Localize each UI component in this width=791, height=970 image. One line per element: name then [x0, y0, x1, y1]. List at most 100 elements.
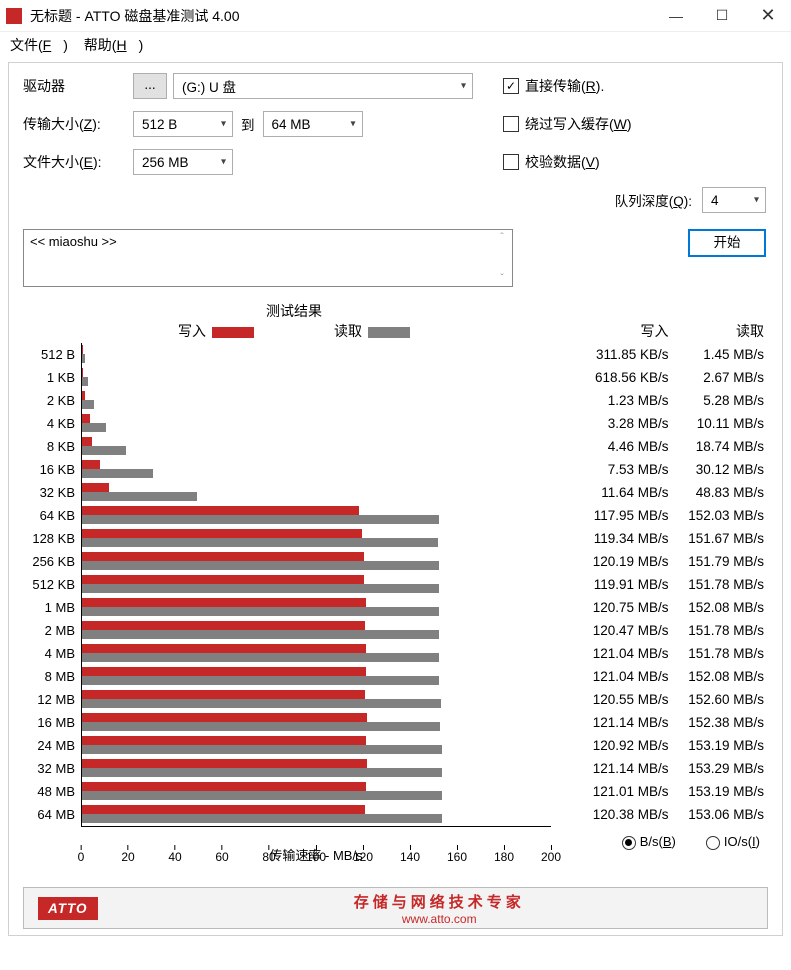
chart-y-label: 64 KB — [23, 504, 75, 527]
chart-bar-row — [82, 688, 551, 711]
x-tick: 140 — [400, 845, 420, 864]
window-title: 无标题 - ATTO 磁盘基准测试 4.00 — [30, 6, 653, 26]
x-tick: 100 — [306, 845, 326, 864]
write-value: 120.75 MB/s — [573, 596, 669, 619]
col-read-header: 读取 — [669, 321, 765, 341]
to-label: 到 — [241, 114, 255, 134]
write-value: 121.14 MB/s — [573, 711, 669, 734]
results-title: 测试结果 — [23, 301, 565, 321]
chart-bar-row — [82, 780, 551, 803]
description-textarea[interactable]: << miaoshu >> ˆ ˇ — [23, 229, 513, 287]
chart-y-label: 16 KB — [23, 458, 75, 481]
maximize-button[interactable]: ☐ — [699, 0, 745, 32]
write-bar — [82, 782, 366, 791]
x-tick: 60 — [215, 845, 228, 864]
value-row: 1.23 MB/s5.28 MB/s — [573, 389, 768, 412]
write-value: 121.14 MB/s — [573, 757, 669, 780]
size-from-combo[interactable]: 512 B ▾ — [133, 111, 233, 137]
drive-label: 驱动器 — [23, 76, 133, 96]
queue-depth-label: 队列深度(Q): — [615, 190, 692, 210]
start-button[interactable]: 开始 — [688, 229, 766, 257]
close-button[interactable]: ✕ — [745, 0, 791, 32]
chart-bar-row — [82, 366, 551, 389]
write-bar — [82, 552, 364, 561]
menu-help[interactable]: 帮助(H) — [84, 37, 143, 53]
read-bar — [82, 630, 439, 639]
write-value: 121.01 MB/s — [573, 780, 669, 803]
write-value: 11.64 MB/s — [573, 481, 669, 504]
value-row: 120.47 MB/s151.78 MB/s — [573, 619, 768, 642]
read-bar — [82, 400, 94, 409]
write-bar — [82, 736, 366, 745]
value-row: 119.91 MB/s151.78 MB/s — [573, 573, 768, 596]
content-panel: 驱动器 ... (G:) U 盘 ▾ ✓ 直接传输(R). 传输大小(Z): 5… — [8, 62, 783, 936]
chart-y-label: 24 MB — [23, 734, 75, 757]
chart-bar-row — [82, 412, 551, 435]
file-size-combo[interactable]: 256 MB ▾ — [133, 149, 233, 175]
chart-bar-row — [82, 343, 551, 366]
unit-bs-radio[interactable]: B/s(B) — [622, 834, 676, 850]
write-bar — [82, 667, 366, 676]
value-row: 120.75 MB/s152.08 MB/s — [573, 596, 768, 619]
write-value: 311.85 KB/s — [573, 343, 669, 366]
chart-bar-row — [82, 550, 551, 573]
unit-ios-radio[interactable]: IO/s(I) — [706, 834, 760, 850]
value-row: 120.92 MB/s153.19 MB/s — [573, 734, 768, 757]
write-value: 121.04 MB/s — [573, 665, 669, 688]
chart-y-label: 4 MB — [23, 642, 75, 665]
value-row: 11.64 MB/s48.83 MB/s — [573, 481, 768, 504]
menu-file[interactable]: 文件(F) — [10, 37, 68, 53]
chevron-down-icon[interactable]: ˇ — [494, 273, 510, 284]
chevron-down-icon: ▾ — [754, 195, 759, 206]
chevron-down-icon: ▾ — [221, 157, 226, 168]
chevron-down-icon: ▾ — [350, 119, 355, 130]
bypass-cache-checkbox[interactable] — [503, 116, 519, 132]
write-value: 7.53 MB/s — [573, 458, 669, 481]
chart-bar-row — [82, 435, 551, 458]
chart-plot — [81, 343, 551, 827]
read-value: 153.29 MB/s — [669, 757, 765, 780]
verify-checkbox[interactable] — [503, 154, 519, 170]
value-row: 120.19 MB/s151.79 MB/s — [573, 550, 768, 573]
read-bar — [82, 538, 438, 547]
drive-combo[interactable]: (G:) U 盘 ▾ — [173, 73, 473, 99]
write-bar — [82, 575, 364, 584]
footer-banner: ATTO 存储与网络技术专家 www.atto.com — [23, 887, 768, 929]
value-row: 121.14 MB/s153.29 MB/s — [573, 757, 768, 780]
chart-bar-row — [82, 504, 551, 527]
value-row: 121.04 MB/s151.78 MB/s — [573, 642, 768, 665]
read-bar — [82, 377, 88, 386]
chevron-up-icon[interactable]: ˆ — [494, 232, 510, 243]
direct-io-checkbox[interactable]: ✓ — [503, 78, 519, 94]
chart-y-label: 16 MB — [23, 711, 75, 734]
read-bar — [82, 561, 439, 570]
read-bar — [82, 768, 442, 777]
write-value: 121.04 MB/s — [573, 642, 669, 665]
read-bar — [82, 469, 153, 478]
minimize-button[interactable]: — — [653, 0, 699, 32]
write-bar — [82, 805, 365, 814]
scroll-icons: ˆ ˇ — [494, 232, 510, 284]
read-bar — [82, 745, 442, 754]
size-to-combo[interactable]: 64 MB ▾ — [263, 111, 363, 137]
queue-depth-combo[interactable]: 4 ▾ — [702, 187, 766, 213]
write-bar — [82, 483, 109, 492]
read-value: 152.08 MB/s — [669, 665, 765, 688]
chart-bar-row — [82, 619, 551, 642]
verify-label: 校验数据(V) — [525, 152, 600, 172]
start-button-label: 开始 — [714, 235, 741, 250]
chevron-down-icon: ▾ — [221, 119, 226, 130]
size-to-value: 64 MB — [272, 117, 311, 132]
chart-y-label: 256 KB — [23, 550, 75, 573]
chart-bar-row — [82, 757, 551, 780]
drive-browse-button[interactable]: ... — [133, 73, 167, 99]
legend-read-swatch — [368, 327, 410, 338]
read-value: 5.28 MB/s — [669, 389, 765, 412]
write-value: 117.95 MB/s — [573, 504, 669, 527]
titlebar: 无标题 - ATTO 磁盘基准测试 4.00 — ☐ ✕ — [0, 0, 791, 32]
chart-bar-row — [82, 596, 551, 619]
description-text: << miaoshu >> — [30, 234, 117, 249]
x-tick: 160 — [447, 845, 467, 864]
chart-y-label: 512 KB — [23, 573, 75, 596]
read-bar — [82, 515, 439, 524]
